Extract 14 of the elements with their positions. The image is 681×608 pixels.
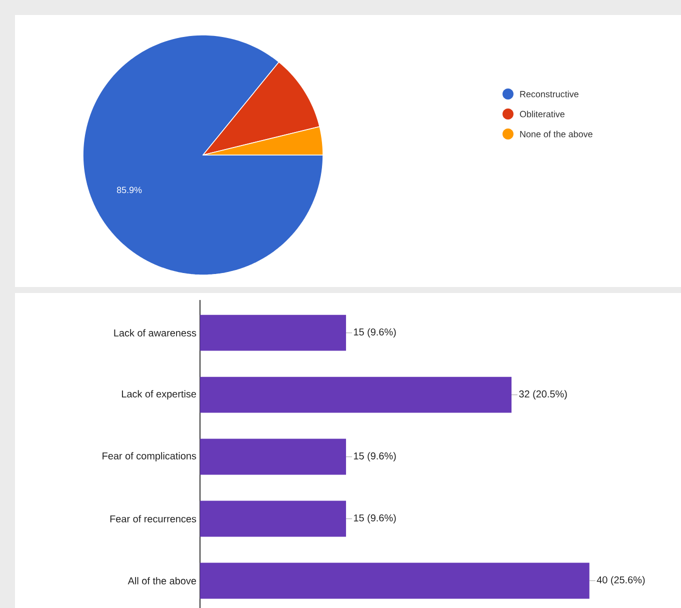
y-tick-label: Lack of expertise [122,390,196,400]
data-label: 15 (9.6%) [354,328,396,338]
data-label: 15 (9.6%) [354,452,396,462]
legend-label: None of the above [520,130,592,138]
y-tick-label: All of the above [128,577,196,584]
data-label: 85.9% [116,186,142,194]
legend-label: Obliterative [520,110,564,118]
y-tick-label: Fear of complications [102,452,196,462]
y-tick-label: Lack of awareness [114,329,196,336]
legend-label: Reconstructive [520,90,578,98]
data-label: 40 (25.6%) [596,576,645,586]
data-label: 15 (9.6%) [354,514,396,524]
data-label: 32 (20.5%) [519,390,567,400]
y-tick-label: Fear of recurrences [110,515,196,522]
